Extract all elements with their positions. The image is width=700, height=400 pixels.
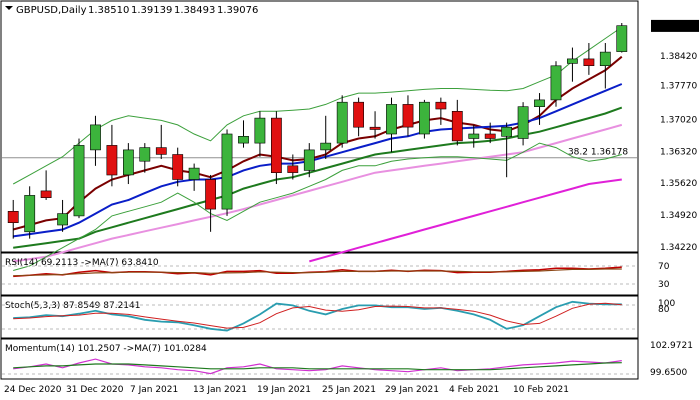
rsi-panel-frame [0, 252, 639, 296]
bullish-candle [517, 106, 529, 139]
momentum-ma-line [13, 362, 622, 371]
rsi-label: RSI(14) 69.2113 ->MA(7) 63.8410 [5, 258, 159, 268]
ohlc-close: 1.39076 [217, 5, 258, 16]
bullish-candle [386, 104, 397, 135]
date-tick-label: 13 Jan 2021 [193, 385, 247, 395]
bearish-candle [369, 126, 381, 130]
price-axis: 1.38420 1.37770 1.37020 1.36320 1.35620 … [660, 52, 697, 253]
rsi-tick-label: 70 [658, 262, 670, 272]
rsi-tick-label: 30 [658, 280, 670, 290]
bullish-candle [566, 58, 578, 64]
stoch-panel-frame [0, 295, 639, 339]
symbol-header: GBPUSD,Daily 1.38510 1.39139 1.38493 1.3… [5, 5, 258, 16]
bearish-candle [270, 117, 282, 173]
stoch-d-line [13, 302, 622, 329]
symbol-label: GBPUSD,Daily [16, 5, 87, 16]
bearish-candle [205, 179, 216, 210]
price-tick-label: 1.34220 [660, 243, 697, 253]
symbol-dropdown-icon [5, 6, 13, 10]
price-panel-frame [0, 0, 639, 253]
bearish-candle [155, 147, 167, 155]
ohlc-high: 1.39139 [131, 5, 172, 16]
current-price-box [651, 19, 699, 32]
bullish-candle [550, 65, 562, 101]
bullish-candle [616, 25, 628, 52]
momentum-lines [13, 358, 622, 375]
date-tick-label: 4 Feb 2021 [449, 385, 499, 395]
bearish-candle [484, 133, 496, 139]
stoch-lines [13, 300, 622, 332]
date-axis: 24 Dec 2020 31 Dec 2020 7 Jan 2021 13 Ja… [4, 385, 569, 395]
sma-magenta-line [309, 178, 622, 263]
bearish-candle [7, 211, 19, 224]
date-tick-label: 25 Jan 2021 [322, 385, 376, 395]
date-tick-label: 10 Feb 2021 [513, 385, 569, 395]
rsi-lines [13, 266, 622, 278]
bearish-candle [435, 101, 447, 110]
date-tick-label: 24 Dec 2020 [4, 385, 62, 395]
fib-level-label: 38.2 1.36178 [568, 148, 628, 158]
bullish-candle [599, 51, 611, 66]
candles [7, 23, 628, 239]
date-tick-label: 7 Jan 2021 [130, 385, 178, 395]
bullish-candle [254, 117, 266, 144]
bb-upper-line [12, 26, 623, 185]
bearish-candle [172, 154, 184, 180]
bearish-candle [583, 58, 595, 67]
bullish-candle [534, 99, 545, 108]
bearish-candle [451, 111, 463, 142]
bearish-candle [402, 104, 414, 128]
bullish-candle [90, 124, 101, 151]
bearish-candle [40, 190, 52, 198]
bullish-candle [320, 142, 332, 151]
stoch-tick-label: 80 [658, 305, 670, 315]
date-tick-label: 29 Jan 2021 [385, 385, 439, 395]
ohlc-low: 1.38493 [174, 5, 215, 16]
bullish-candle [501, 126, 512, 137]
bullish-candle [24, 195, 36, 233]
date-tick-label: 19 Jan 2021 [257, 385, 311, 395]
bullish-candle [221, 133, 233, 210]
bullish-candle [238, 136, 249, 144]
stoch-label: Stoch(5,3,3) 87.8549 87.2141 [5, 301, 140, 311]
bullish-candle [188, 167, 200, 180]
bullish-candle [139, 147, 151, 162]
bullish-candle [418, 101, 430, 135]
momentum-tick-label: 102.9721 [650, 341, 693, 351]
current-price-label: 1.39076 [654, 22, 691, 32]
price-tick-label: 1.38420 [660, 52, 697, 62]
bb-lower-line [13, 142, 622, 271]
bullish-candle [468, 133, 480, 139]
bearish-candle [353, 101, 364, 128]
bullish-candle [57, 213, 68, 226]
momentum-tick-label: 99.6500 [650, 368, 687, 378]
bullish-candle [303, 149, 315, 171]
price-tick-label: 1.34920 [660, 211, 697, 221]
date-tick-label: 31 Dec 2020 [66, 385, 124, 395]
ohlc-open: 1.38510 [88, 5, 129, 16]
price-tick-label: 1.36320 [660, 147, 697, 157]
stoch-tick-label: 100 [658, 299, 675, 309]
momentum-panel-frame [0, 338, 639, 380]
price-tick-label: 1.35620 [660, 179, 697, 189]
price-tick-label: 1.37770 [660, 81, 697, 91]
sma-pink-line [13, 123, 623, 263]
bearish-candle [106, 145, 118, 176]
momentum-label: Momentum(14) 101.2507 ->MA(7) 101.0284 [5, 344, 207, 354]
bullish-candle [336, 101, 348, 144]
bullish-candle [123, 149, 134, 176]
price-tick-label: 1.37020 [660, 115, 697, 125]
bearish-candle [287, 165, 299, 173]
bullish-candle [73, 145, 85, 217]
stoch-k-line [13, 300, 622, 332]
rsi-ma-line [13, 268, 622, 277]
